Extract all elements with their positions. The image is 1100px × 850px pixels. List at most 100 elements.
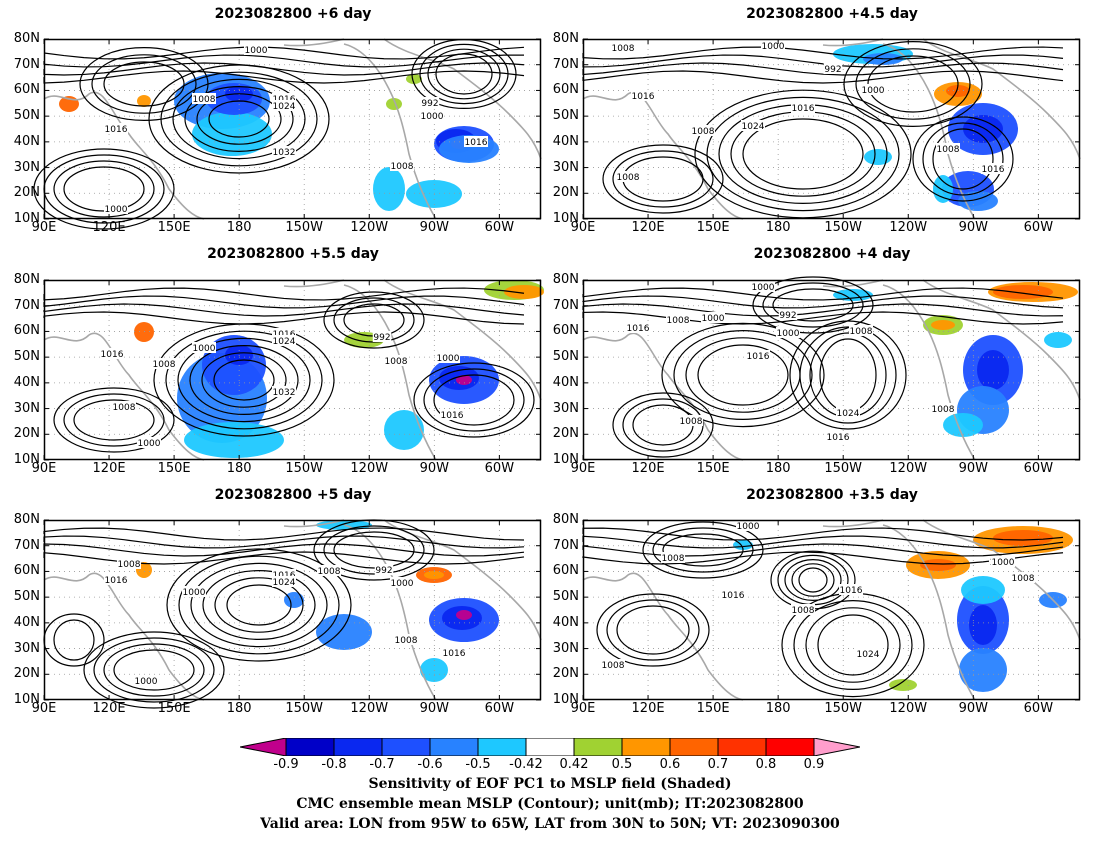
isobar-contour bbox=[214, 577, 304, 633]
lat-tick-label: 50N bbox=[13, 108, 40, 124]
isobar-contour bbox=[742, 118, 864, 190]
coastline bbox=[582, 332, 744, 461]
isobar-contour bbox=[413, 362, 535, 438]
isobar-contour bbox=[582, 303, 1064, 317]
isobar-contour bbox=[184, 85, 294, 153]
contour-label: 1008 bbox=[850, 327, 873, 337]
lon-tick-label: 150W bbox=[824, 461, 863, 476]
isobar-contour bbox=[172, 78, 306, 160]
isobar-contour bbox=[208, 100, 270, 138]
contour-label: 1000 bbox=[737, 522, 760, 532]
isobar-contour bbox=[435, 53, 493, 95]
isobar-contour bbox=[819, 338, 877, 412]
isobar-contour bbox=[606, 599, 700, 661]
lat-tick-label: 30N bbox=[552, 640, 579, 656]
colorbar-tick-label: -0.42 bbox=[509, 757, 543, 772]
colorbar-tick-label: 0.6 bbox=[659, 757, 681, 772]
isobar-contour bbox=[43, 303, 525, 317]
contour-label: 1008 bbox=[318, 567, 341, 577]
isobar-contour bbox=[602, 144, 724, 214]
lat-tick-label: 80N bbox=[552, 272, 579, 287]
lat-tick-label: 70N bbox=[13, 56, 40, 72]
lon-tick-label: 120W bbox=[889, 220, 928, 235]
contour-label: 1000 bbox=[138, 439, 161, 449]
isobar-contour bbox=[43, 613, 105, 667]
lat-tick-label: 80N bbox=[552, 31, 579, 46]
contour-label: 1016 bbox=[465, 138, 488, 148]
isobar-contour bbox=[43, 287, 525, 301]
contour-label: 1008 bbox=[153, 360, 176, 370]
panel-title-6: 2023082800 +3.5 day bbox=[746, 487, 918, 503]
isobar-contour bbox=[43, 54, 525, 68]
contour-label: 992 bbox=[421, 99, 438, 109]
isobar-contour bbox=[202, 569, 316, 641]
lon-tick-label: 90E bbox=[570, 461, 596, 476]
lon-tick-label: 150E bbox=[157, 220, 191, 235]
isobar-contour bbox=[662, 533, 744, 567]
lon-tick-label: 150E bbox=[157, 701, 191, 716]
lat-tick-label: 30N bbox=[13, 400, 40, 416]
lon-tick-label: 150W bbox=[824, 701, 863, 716]
lon-tick-label: 60W bbox=[484, 220, 515, 235]
isobar-contour bbox=[582, 527, 1064, 541]
lon-tick-label: 90W bbox=[958, 461, 989, 476]
isobar-contour bbox=[762, 282, 864, 328]
isobar-contour bbox=[103, 643, 205, 697]
isobar-contour bbox=[427, 48, 501, 100]
isobar-contour bbox=[91, 54, 197, 114]
lon-tick-label: 90W bbox=[958, 220, 989, 235]
isobar-contour bbox=[190, 562, 328, 648]
isobar-contour bbox=[73, 399, 155, 441]
lat-tick-label: 50N bbox=[552, 349, 579, 365]
colorbar-tick-label: 0.42 bbox=[559, 757, 589, 772]
colorbar-tick-label: 0.8 bbox=[755, 757, 777, 772]
colorbar-tick-label: 0.5 bbox=[611, 757, 633, 772]
contour-label: 1016 bbox=[827, 433, 850, 443]
contour-label: 1008 bbox=[612, 44, 635, 54]
contour-label: 1008 bbox=[667, 316, 690, 326]
contour-label: 1016 bbox=[632, 92, 655, 102]
contour-label: 1000 bbox=[193, 344, 216, 354]
colorbar-segment bbox=[765, 738, 815, 756]
contour-label: 1008 bbox=[113, 403, 136, 413]
isobar-contour bbox=[83, 631, 225, 709]
isobar-contour bbox=[582, 287, 1064, 301]
panel-title-5: 2023082800 +5 day bbox=[214, 487, 372, 503]
colorbar-tick-label: 0.9 bbox=[803, 757, 825, 772]
sensitivity-shade bbox=[993, 285, 1053, 299]
contour-label: 1024 bbox=[273, 102, 296, 112]
map-frame bbox=[43, 519, 542, 701]
lon-tick-label: 150E bbox=[696, 701, 730, 716]
contour-label: 1016 bbox=[792, 104, 815, 114]
map-panel-3: 1016100810001016102410329921008100010161… bbox=[43, 279, 544, 461]
lon-tick-label: 150W bbox=[285, 461, 324, 476]
isobar-contour bbox=[673, 329, 813, 421]
contour-label: 1008 bbox=[937, 145, 960, 155]
contour-label: 1024 bbox=[857, 650, 880, 660]
contour-label: 1008 bbox=[391, 162, 414, 172]
contour-label: 1008 bbox=[1012, 574, 1035, 584]
contour-label: 1024 bbox=[742, 122, 765, 132]
coastline bbox=[922, 519, 1081, 641]
lon-tick-label: 120E bbox=[631, 220, 665, 235]
lon-tick-label: 60W bbox=[484, 701, 515, 716]
lat-tick-label: 20N bbox=[13, 666, 40, 682]
lat-tick-label: 50N bbox=[13, 589, 40, 605]
contour-label: 1008 bbox=[662, 554, 685, 564]
contour-label: 1016 bbox=[105, 576, 128, 586]
lat-tick-label: 10N bbox=[552, 211, 579, 226]
lat-tick-label: 40N bbox=[13, 133, 40, 149]
sensitivity-shade bbox=[373, 167, 405, 211]
sensitivity-shade bbox=[933, 175, 953, 203]
map-panel-4: 1000 1016 1008 992 1000 1008 1016 1000 1024 1008 1… bbox=[582, 276, 1081, 461]
isobar-contour bbox=[43, 543, 525, 557]
isobar-contour bbox=[798, 567, 828, 593]
colorbar-segment bbox=[429, 738, 479, 756]
isobar-contour bbox=[177, 337, 311, 423]
contour-label: 1016 bbox=[443, 649, 466, 659]
map-panel-2: 1008 1000 992 1016 1016 1000 1008 1024 1008 1008 1… bbox=[582, 38, 1081, 220]
lon-tick-label: 90E bbox=[31, 220, 57, 235]
lon-tick-label: 120W bbox=[350, 220, 389, 235]
map-plot-3: 1016100810001016102410329921008100010161… bbox=[43, 279, 544, 461]
